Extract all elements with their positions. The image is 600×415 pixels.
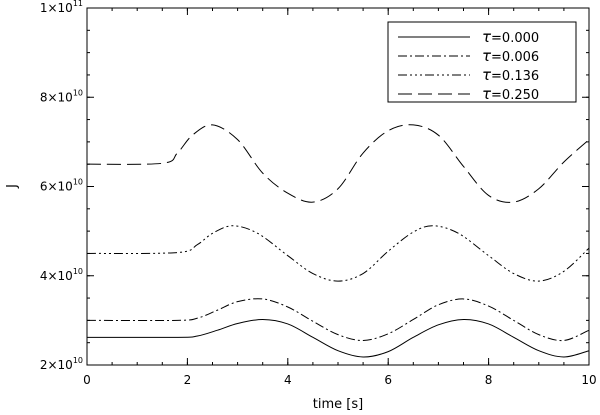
series-line-3: [86, 124, 590, 203]
legend-label-2: τ=0.136: [482, 66, 539, 84]
x-tick-label: 2: [184, 373, 192, 387]
legend-label-0: τ=0.000: [482, 28, 539, 46]
x-tick-label: 4: [284, 373, 292, 387]
legend-box: [387, 21, 577, 103]
legend-label-1: τ=0.006: [482, 47, 539, 65]
legend-label-3: τ=0.250: [482, 85, 539, 103]
y-tick-label: 6×1010: [40, 178, 83, 194]
x-tick-label: 8: [485, 373, 493, 387]
series-line-2: [86, 225, 590, 282]
y-tick-label: 1×1011: [40, 0, 83, 15]
series-line-1: [86, 298, 590, 342]
x-axis-label: time [s]: [313, 397, 363, 412]
y-tick-label: 8×1010: [40, 88, 83, 104]
x-tick-label: 0: [83, 373, 91, 387]
y-tick-label: 2×1010: [40, 356, 83, 372]
y-axis-label: J: [5, 184, 20, 189]
tick-labels: 0 2 4 6 8 10 2×1010 4×1010 6×1010 8×1010 1×1011: [40, 0, 597, 387]
x-tick-label: 10: [581, 373, 596, 387]
y-tick-label: 4×1010: [40, 267, 83, 283]
series-line-0: [86, 318, 590, 358]
series-lines: [86, 124, 590, 358]
x-tick-label: 6: [384, 373, 392, 387]
